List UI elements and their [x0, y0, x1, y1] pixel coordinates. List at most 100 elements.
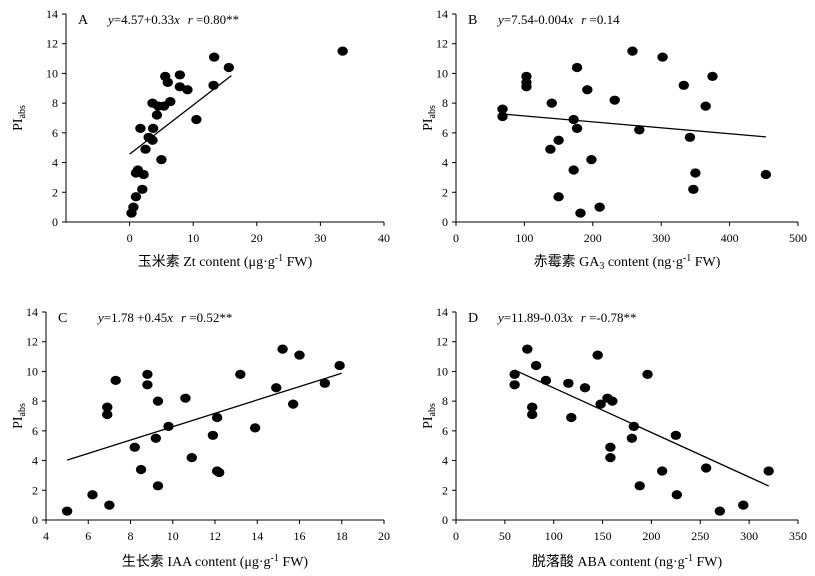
x-tick-label: 18 — [336, 529, 348, 543]
data-point — [634, 125, 645, 135]
x-tick-label: 12 — [209, 529, 221, 543]
data-point — [626, 433, 638, 443]
data-point — [700, 463, 712, 473]
x-tick-label: 250 — [691, 529, 709, 543]
panel-letter: D — [468, 311, 478, 326]
data-point — [509, 369, 520, 379]
data-point — [671, 490, 683, 500]
x-tick-label: 200 — [642, 529, 660, 543]
data-point — [738, 500, 749, 510]
data-point — [165, 97, 176, 107]
x-tick-label: 50 — [499, 529, 511, 543]
data-point — [182, 85, 193, 95]
data-point — [142, 369, 153, 379]
y-tick-label: 0 — [52, 215, 58, 229]
data-point — [186, 453, 197, 463]
data-point — [540, 375, 552, 385]
data-point — [586, 155, 597, 165]
x-tick-label: 30 — [314, 231, 326, 245]
regression-line — [66, 372, 342, 461]
data-point — [497, 104, 508, 114]
y-tick-label: 8 — [32, 394, 38, 408]
x-tick-label: 0 — [453, 529, 459, 543]
data-point — [579, 383, 591, 393]
data-point — [135, 464, 147, 475]
data-point — [130, 192, 142, 202]
data-point — [104, 500, 115, 510]
data-point — [128, 202, 139, 212]
data-point — [684, 132, 696, 142]
data-point — [152, 481, 164, 491]
data-point — [509, 380, 520, 390]
data-point — [150, 433, 162, 443]
regression-line — [514, 369, 769, 487]
data-point — [605, 442, 616, 452]
regression-equation: y=11.89-0.03x r =-0.78** — [496, 310, 636, 325]
x-axis-label: 赤霉素 GA3 content (ng·g-1 FW) — [534, 253, 721, 272]
y-tick-label: 14 — [26, 305, 38, 319]
y-tick-label: 2 — [442, 185, 448, 199]
x-tick-label: 8 — [128, 529, 134, 543]
data-point — [208, 52, 220, 62]
y-tick-label: 4 — [32, 454, 38, 468]
panel-letter: C — [58, 311, 67, 326]
x-tick-label: 16 — [294, 529, 306, 543]
data-point — [553, 135, 564, 145]
data-point — [566, 412, 577, 423]
data-point — [527, 409, 538, 420]
data-point — [628, 421, 640, 431]
panel-D: 0 2 4 6 8 10 12 14 0 50 100 150 200 250 300 350 D y=11.89… — [421, 305, 807, 570]
y-tick-label: 6 — [32, 424, 38, 438]
x-tick-label: 0 — [127, 231, 133, 245]
x-tick-label: 300 — [652, 231, 670, 245]
y-tick-label: 6 — [442, 424, 448, 438]
data-point — [563, 378, 574, 388]
y-tick-label: 4 — [442, 156, 448, 170]
y-axis-label: PIabs — [11, 403, 28, 429]
x-tick-label: 100 — [545, 529, 563, 543]
data-point — [690, 168, 701, 178]
y-tick-label: 14 — [436, 305, 448, 319]
y-tick-label: 10 — [26, 364, 38, 378]
data-point — [277, 344, 288, 354]
data-point — [135, 123, 146, 133]
data-point — [546, 98, 557, 108]
data-point — [657, 52, 668, 62]
regression-equation: y=4.57+0.33x r =0.80** — [106, 12, 239, 27]
y-tick-label: 12 — [436, 37, 448, 51]
data-point — [575, 208, 586, 218]
x-tick-label: 150 — [594, 529, 612, 543]
y-tick-label: 12 — [26, 335, 38, 349]
y-tick-label: 0 — [32, 513, 38, 527]
y-tick-label: 6 — [52, 126, 58, 140]
data-point — [337, 46, 348, 56]
x-tick-label: 200 — [584, 231, 602, 245]
data-point — [163, 421, 174, 431]
y-tick-label: 10 — [436, 66, 448, 80]
regression-line — [502, 113, 766, 138]
data-point — [87, 490, 98, 500]
y-tick-label: 4 — [52, 156, 58, 170]
x-tick-label: 4 — [43, 529, 49, 543]
data-point — [607, 396, 618, 406]
data-point — [571, 62, 583, 73]
y-axis-label: PIabs — [421, 403, 438, 429]
data-point — [102, 402, 113, 412]
data-point — [688, 184, 699, 194]
y-axis-label: PIabs — [421, 105, 438, 131]
data-point — [235, 369, 246, 379]
data-point — [594, 202, 605, 212]
regression-equation: y=7.54-0.004x r =0.14 — [496, 12, 620, 27]
data-point — [553, 192, 564, 202]
data-point — [571, 123, 583, 133]
y-tick-label: 8 — [52, 96, 58, 110]
y-tick-label: 0 — [442, 215, 448, 229]
x-tick-label: 6 — [85, 529, 91, 543]
panel-letter: B — [468, 13, 477, 28]
data-point — [208, 80, 219, 90]
x-tick-label: 0 — [453, 231, 459, 245]
data-point — [642, 369, 653, 379]
data-point — [110, 375, 121, 385]
x-tick-label: 100 — [515, 231, 533, 245]
